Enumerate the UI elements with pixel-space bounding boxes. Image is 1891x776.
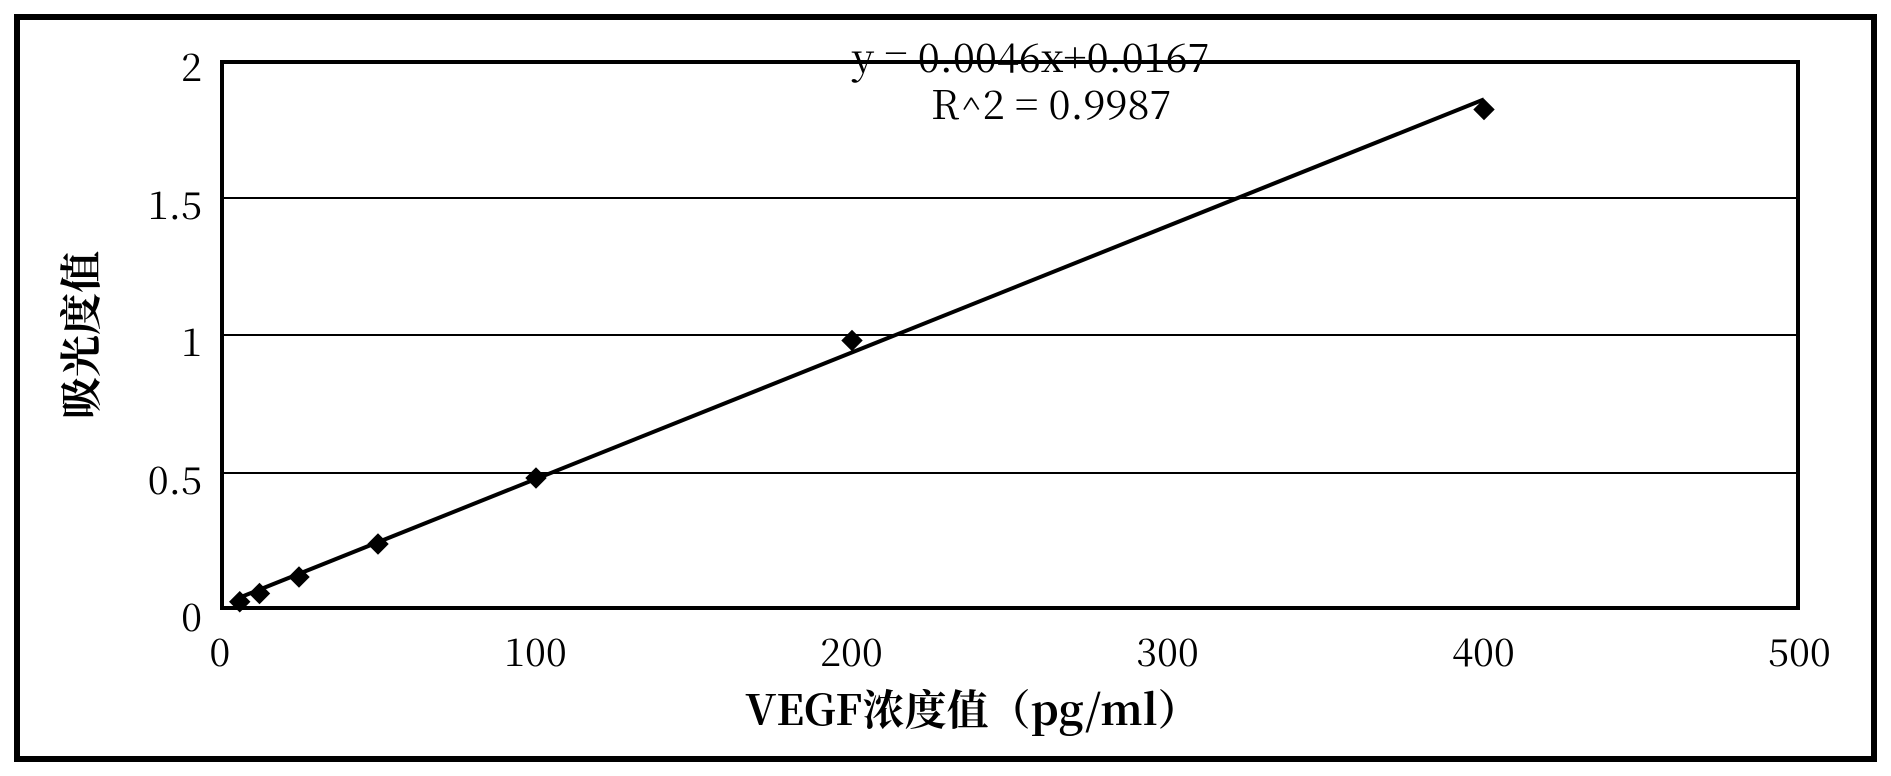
trendline xyxy=(240,99,1484,597)
r2-annotation: R^2 = 0.9987 xyxy=(931,74,1172,131)
data-marker xyxy=(368,534,388,554)
data-marker xyxy=(526,468,546,488)
